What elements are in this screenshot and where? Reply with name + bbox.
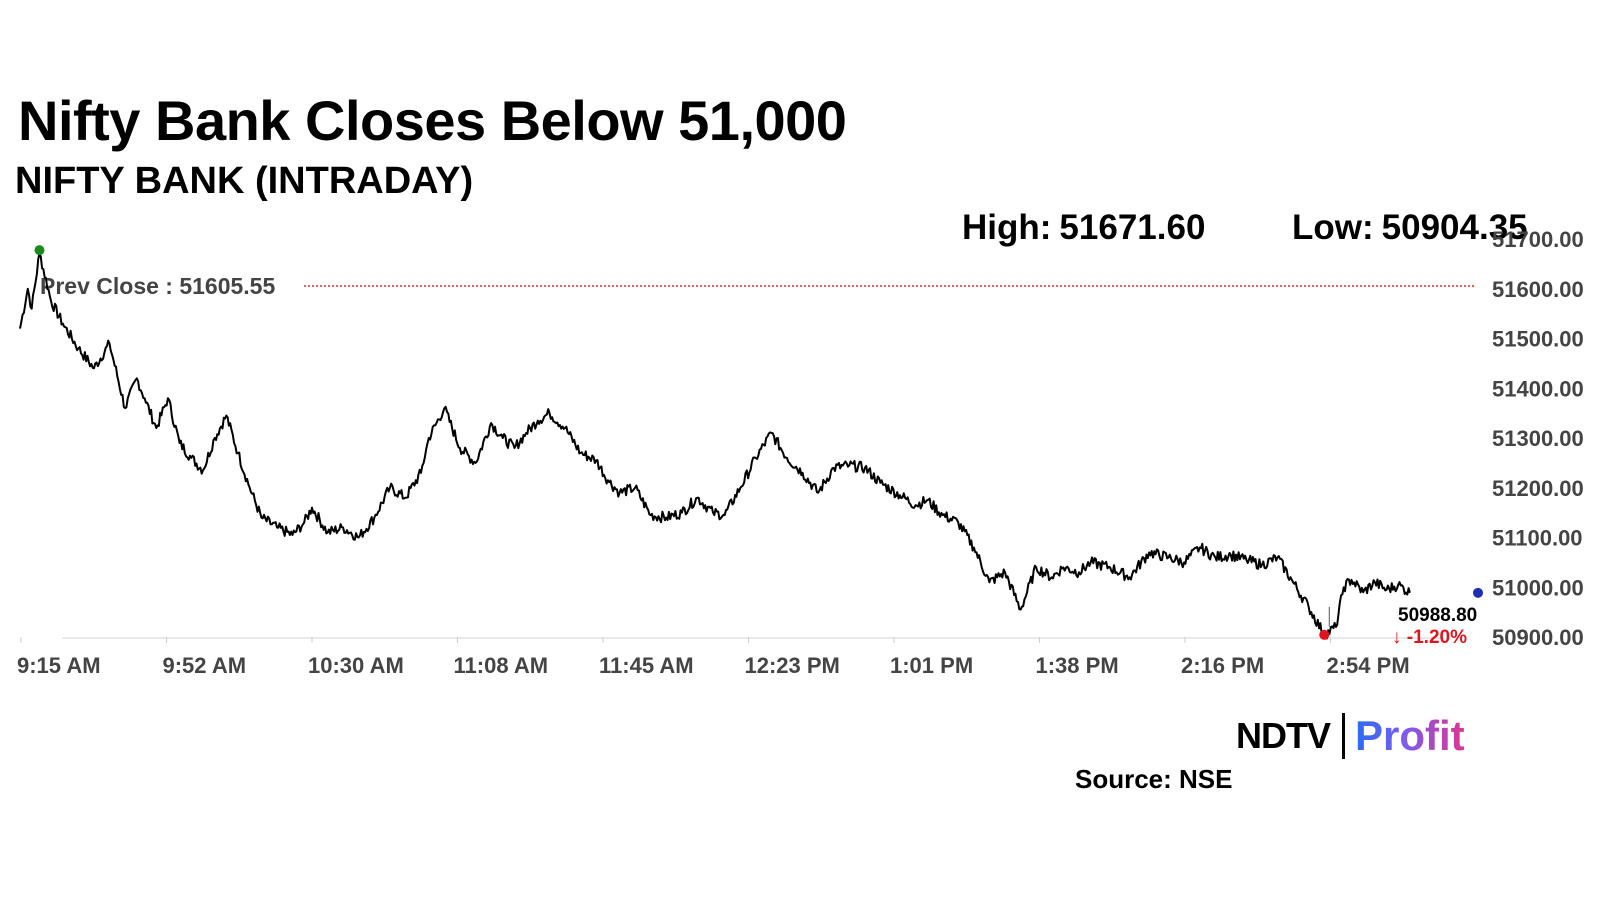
source-note: Source: NSE [1075,764,1233,794]
last-value-marker [1473,587,1483,598]
x-tick-label: 1:01 PM [890,653,973,678]
x-tick-label: 11:45 AM [599,653,694,678]
low-marker [1319,629,1330,640]
brand-profit: Profit [1355,712,1465,759]
low-stat: Low: 50904.35 [1292,208,1528,248]
chart-subtitle: NIFTY BANK (INTRADAY) [15,160,474,202]
x-tick-label: 10:30 AM [308,653,404,678]
x-tick-label: 9:15 AM [17,653,101,678]
y-tick-label: 51500.00 [1492,327,1584,352]
y-tick-label: 50900.00 [1492,625,1584,650]
y-tick-label: 51700.00 [1492,227,1584,252]
y-tick-label: 51200.00 [1492,476,1584,501]
y-tick-label: 51000.00 [1492,575,1584,600]
brand-ndtv: NDTV [1236,715,1331,756]
last-value-label: 50988.80 [1398,605,1477,626]
y-tick-label: 51600.00 [1492,277,1584,302]
x-tick-label: 2:54 PM [1327,653,1410,678]
x-tick-label: 11:08 AM [454,653,549,678]
y-tick-label: 51300.00 [1492,426,1584,451]
high-value: 51671.60 [1059,208,1206,247]
y-tick-label: 51100.00 [1492,526,1583,551]
change-label: ↓ -1.20% [1392,627,1467,648]
prev-close-label: Prev Close : 51605.55 [40,273,275,299]
high-marker [34,245,45,256]
y-tick-label: 51400.00 [1492,376,1584,401]
price-line [19,252,1411,640]
page-title: Nifty Bank Closes Below 51,000 [18,89,847,152]
low-value: 50904.35 [1381,208,1528,247]
x-tick-label: 9:52 AM [163,653,247,678]
x-tick-label: 1:38 PM [1036,653,1119,678]
low-label: Low: [1292,208,1374,247]
x-tick-label: 2:16 PM [1181,653,1264,678]
high-stat: High: 51671.60 [962,208,1205,248]
x-tick-label: 12:23 PM [745,653,840,678]
brand-divider [1342,713,1345,759]
ndtv-profit-logo: NDTV Profit [1236,708,1465,764]
high-label: High: [962,208,1052,247]
